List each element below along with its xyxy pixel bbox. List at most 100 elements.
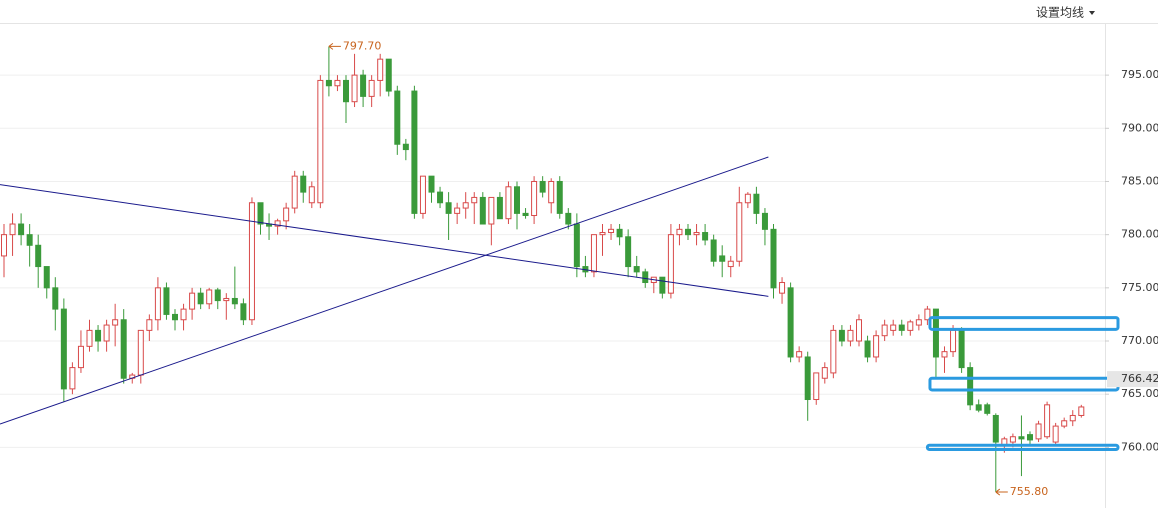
candle-body (9, 223, 16, 236)
candle-body (941, 351, 948, 358)
annotation-arrow (328, 42, 341, 50)
y-tick-label: 795.00 (1121, 68, 1158, 81)
button-label[interactable]: 设置均线 (1036, 6, 1084, 20)
candle-body (539, 180, 546, 193)
candle-body (992, 414, 999, 443)
candle-body (727, 260, 734, 268)
candle-body (608, 228, 615, 234)
candle-body (360, 74, 367, 97)
candle-body (471, 196, 478, 204)
candle-body (522, 212, 529, 217)
candle-body (924, 308, 931, 321)
candle-body (1035, 423, 1042, 440)
candle-body (462, 202, 469, 209)
candle-body (967, 367, 974, 406)
candle-body (120, 319, 127, 379)
y-tick-label: 785.00 (1121, 174, 1158, 187)
candle-body (257, 202, 264, 225)
candle-body (223, 297, 230, 302)
candle-body (488, 196, 495, 225)
candle-body (26, 234, 33, 246)
candle-body (761, 212, 768, 230)
candle-body (479, 196, 486, 225)
candle-body (112, 319, 119, 326)
candle-body (744, 193, 751, 204)
candle-body (368, 79, 375, 97)
candle-body (334, 79, 341, 87)
candle-body (556, 180, 563, 214)
candle-body (197, 292, 204, 305)
candle-body (676, 228, 683, 236)
candle-body (291, 175, 298, 209)
candle-body (1061, 420, 1068, 427)
y-tick-label: 770.00 (1121, 334, 1158, 347)
candle-body (787, 287, 794, 358)
candle-body (804, 356, 811, 401)
candle-body (770, 228, 777, 289)
candle-body (69, 367, 76, 390)
candle-body (77, 345, 84, 369)
candle-body (1052, 425, 1059, 443)
candle-body (838, 329, 845, 342)
candle-body (599, 232, 606, 236)
candle-body (343, 79, 349, 103)
candle-body (419, 175, 426, 214)
y-tick-label: 775.00 (1121, 281, 1158, 294)
candle-body (35, 244, 42, 268)
candle-body (154, 287, 161, 321)
candle-body (633, 266, 640, 273)
candle-body (163, 287, 170, 315)
candle-body (625, 236, 632, 268)
candle-body (702, 232, 709, 241)
annotation-arrow (995, 488, 1008, 496)
y-tick-label: 790.00 (1121, 121, 1158, 134)
candle-body (975, 404, 982, 411)
candle-body (881, 324, 888, 337)
candle-body (283, 207, 290, 222)
candle-body (231, 297, 238, 305)
candle-body (172, 313, 178, 321)
candle-body (719, 255, 726, 262)
candle-body (958, 329, 965, 369)
candle-body (950, 329, 957, 353)
candle-body (274, 220, 281, 227)
candle-body (856, 319, 862, 342)
candle-body (43, 266, 50, 289)
candle-body (779, 282, 786, 294)
candle-body (317, 79, 324, 204)
candle-body (590, 234, 597, 273)
candle-body (60, 308, 67, 390)
candle-body (864, 340, 871, 358)
candle-body (531, 180, 538, 217)
last-price-label: 766.42 (1121, 372, 1158, 385)
y-tick-label: 780.00 (1121, 228, 1158, 241)
candle-body (1078, 406, 1085, 416)
candle-body (180, 308, 187, 321)
candle-body (898, 324, 905, 331)
candle-body (1044, 404, 1051, 438)
candle-body (86, 329, 93, 347)
candle-body (394, 90, 401, 145)
candle-body (351, 74, 358, 103)
candle-body (308, 186, 315, 204)
ma-settings-button[interactable]: 设置均线 (1036, 6, 1095, 20)
y-tick-label: 765.00 (1121, 387, 1158, 400)
candle-body (1018, 436, 1025, 440)
candle-body (18, 223, 25, 236)
candle-body (710, 239, 717, 262)
dropdown-arrow[interactable] (1089, 11, 1095, 15)
candle-body (214, 289, 221, 302)
candle-body (796, 351, 803, 358)
candle-body (685, 228, 691, 236)
candle-body (830, 329, 837, 374)
candle-body (932, 308, 939, 358)
candle-body (240, 303, 247, 321)
y-tick-label: 760.00 (1121, 440, 1158, 453)
candle-body (146, 319, 153, 331)
candle-body (385, 58, 392, 92)
candle-body (907, 321, 914, 331)
candle-body (1, 234, 7, 257)
candle-body (847, 329, 854, 342)
